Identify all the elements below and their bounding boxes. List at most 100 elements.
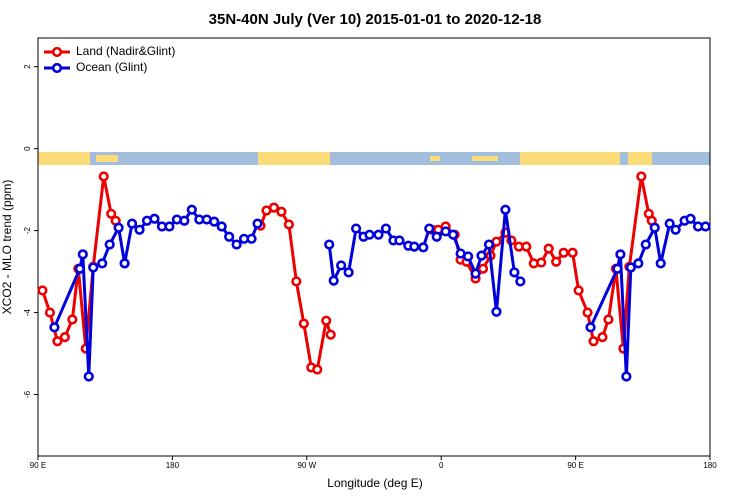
data-point bbox=[543, 243, 554, 254]
data-point bbox=[700, 221, 711, 232]
data-point bbox=[603, 314, 614, 325]
data-point bbox=[448, 229, 459, 240]
data-point bbox=[312, 364, 323, 375]
y-tick-label: 0 bbox=[23, 146, 32, 151]
data-point bbox=[113, 222, 124, 233]
data-point bbox=[394, 235, 405, 246]
data-point bbox=[477, 263, 489, 274]
data-point bbox=[283, 219, 294, 230]
data-point bbox=[126, 218, 138, 229]
data-point bbox=[625, 262, 636, 273]
data-point bbox=[97, 258, 108, 269]
data-point bbox=[324, 239, 335, 250]
data-point bbox=[49, 322, 60, 333]
data-point bbox=[298, 318, 309, 329]
data-point bbox=[409, 241, 420, 252]
data-point bbox=[380, 223, 392, 234]
data-point bbox=[231, 239, 242, 250]
data-point bbox=[536, 257, 547, 268]
data-point bbox=[276, 206, 287, 217]
data-point bbox=[336, 260, 347, 271]
legend-marker bbox=[51, 62, 63, 74]
data-point bbox=[209, 216, 220, 227]
data-point bbox=[74, 263, 85, 274]
data-point bbox=[500, 204, 511, 215]
data-point bbox=[573, 285, 584, 296]
y-tick-label: 2 bbox=[23, 64, 32, 69]
data-point bbox=[470, 268, 481, 279]
data-point bbox=[649, 222, 660, 233]
data-point bbox=[67, 314, 78, 325]
data-point bbox=[104, 239, 115, 250]
data-point bbox=[52, 336, 63, 347]
data-point bbox=[59, 332, 70, 343]
x-tick-label: 180 bbox=[166, 461, 180, 470]
data-point bbox=[246, 233, 257, 244]
data-point bbox=[483, 239, 495, 250]
data-point bbox=[216, 221, 227, 232]
data-point bbox=[515, 276, 526, 287]
data-point bbox=[597, 332, 608, 343]
data-point bbox=[476, 250, 487, 261]
data-point bbox=[88, 262, 99, 273]
data-point bbox=[134, 224, 145, 235]
data-point bbox=[98, 171, 109, 182]
data-point bbox=[164, 221, 175, 232]
data-point bbox=[418, 242, 429, 253]
data-point bbox=[462, 251, 474, 262]
y-tick-label: -4 bbox=[23, 308, 32, 316]
data-point bbox=[424, 223, 435, 234]
data-point bbox=[328, 275, 339, 286]
legend-label: Ocean (Glint) bbox=[76, 60, 147, 74]
data-point bbox=[585, 322, 596, 333]
data-point bbox=[621, 371, 632, 382]
data-point bbox=[567, 247, 578, 258]
data-point bbox=[636, 171, 647, 182]
data-point bbox=[640, 239, 651, 250]
data-point bbox=[224, 231, 235, 242]
legend-label: Land (Nadir&Glint) bbox=[76, 44, 175, 58]
land-ocean-strip bbox=[38, 152, 710, 165]
chart-title: 35N-40N July (Ver 10) 2015-01-01 to 2020… bbox=[209, 11, 542, 28]
data-point bbox=[106, 208, 117, 219]
data-point bbox=[291, 276, 302, 287]
y-tick-label: -2 bbox=[23, 227, 32, 235]
x-tick-label: 180 bbox=[703, 461, 717, 470]
data-point bbox=[321, 315, 332, 326]
y-axis-label: XCO2 - MLO trend (ppm) bbox=[0, 180, 14, 315]
data-point bbox=[350, 223, 362, 234]
x-tick-label: 0 bbox=[439, 461, 444, 470]
x-axis-label: Longitude (deg E) bbox=[327, 476, 422, 490]
data-point bbox=[588, 336, 599, 347]
data-point bbox=[558, 247, 569, 258]
data-point bbox=[149, 213, 160, 224]
data-point bbox=[186, 204, 197, 215]
data-point bbox=[633, 258, 644, 269]
legend-marker bbox=[51, 46, 63, 58]
plot-frame bbox=[37, 37, 711, 457]
data-point bbox=[37, 285, 48, 296]
data-point bbox=[325, 329, 336, 340]
data-point bbox=[343, 267, 354, 278]
data-point bbox=[551, 256, 562, 267]
data-point bbox=[509, 267, 520, 278]
data-point bbox=[364, 229, 375, 240]
data-point bbox=[373, 229, 384, 240]
data-point bbox=[664, 218, 675, 229]
data-point bbox=[615, 249, 626, 260]
data-point bbox=[268, 202, 280, 213]
data-point bbox=[655, 258, 666, 269]
data-point bbox=[77, 249, 88, 260]
x-tick-label: 90 E bbox=[567, 461, 583, 470]
x-tick-label: 90 E bbox=[30, 461, 46, 470]
data-point bbox=[179, 215, 190, 226]
data-point bbox=[252, 218, 263, 229]
data-point bbox=[521, 241, 532, 252]
data-point bbox=[83, 371, 94, 382]
data-point bbox=[119, 258, 130, 269]
data-point bbox=[685, 213, 696, 224]
data-point bbox=[670, 224, 681, 235]
x-tick-label: 90 W bbox=[297, 461, 316, 470]
data-point bbox=[491, 306, 502, 317]
y-tick-label: -6 bbox=[23, 390, 32, 398]
